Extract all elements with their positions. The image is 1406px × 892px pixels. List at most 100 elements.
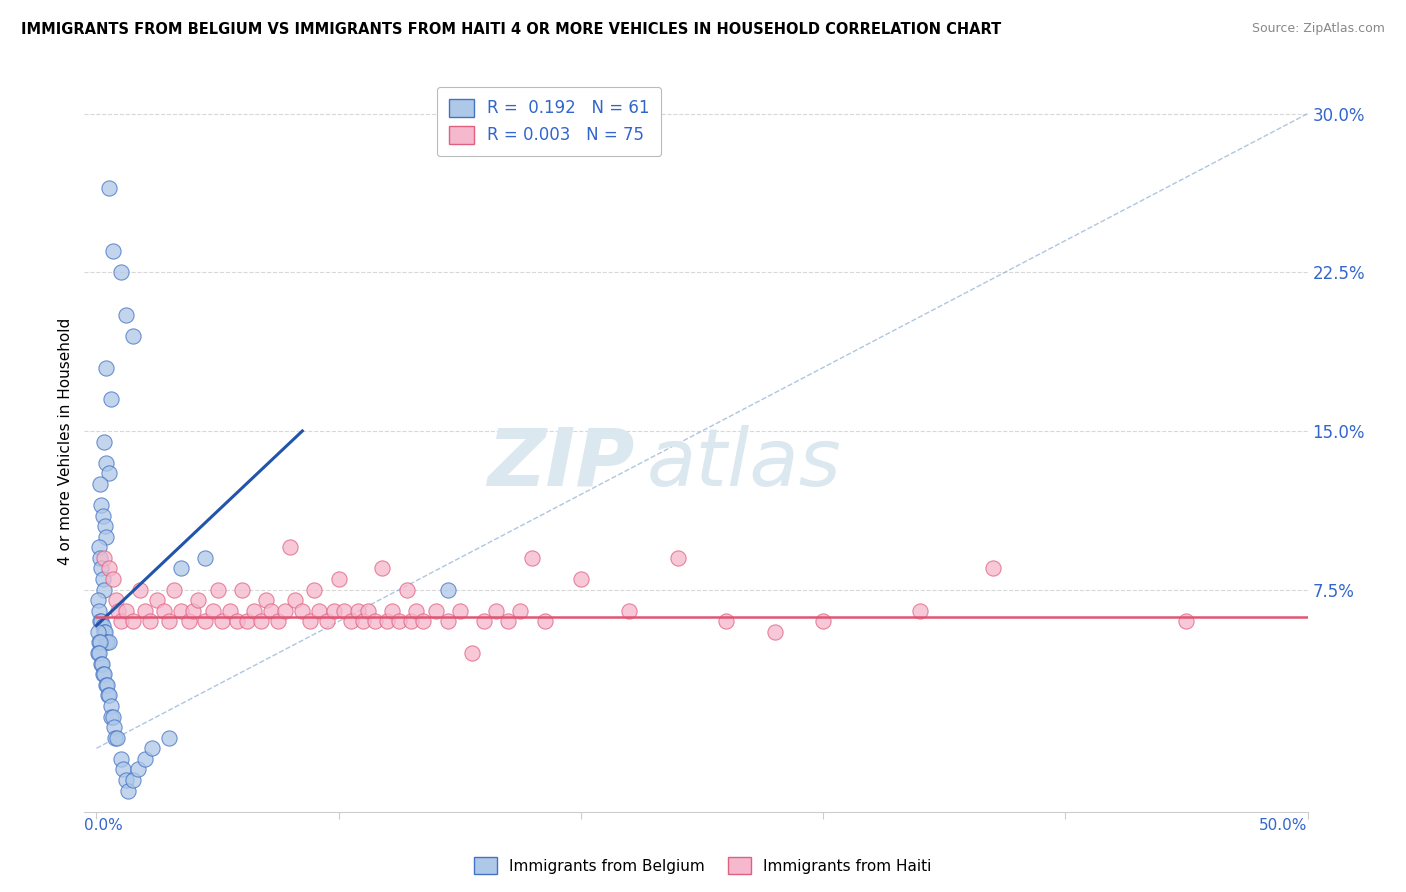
- Point: [90, 498, 112, 512]
- Point: [89, 615, 111, 629]
- Point: [569, 572, 592, 586]
- Point: [89, 550, 111, 565]
- Point: [114, 604, 136, 618]
- Point: [533, 615, 555, 629]
- Point: [315, 615, 337, 629]
- Point: [87, 635, 110, 649]
- Point: [291, 604, 314, 618]
- Point: [86, 593, 108, 607]
- Point: [98, 689, 121, 703]
- Point: [177, 615, 200, 629]
- Point: [347, 604, 370, 618]
- Point: [87, 604, 110, 618]
- Point: [97, 180, 120, 194]
- Point: [388, 615, 411, 629]
- Point: [121, 772, 143, 787]
- Point: [371, 561, 394, 575]
- Point: [93, 434, 115, 449]
- Point: [117, 783, 139, 797]
- Point: [96, 456, 118, 470]
- Text: 0.0%: 0.0%: [84, 818, 124, 833]
- Point: [94, 519, 117, 533]
- Point: [104, 593, 127, 607]
- Point: [357, 604, 380, 618]
- Point: [96, 635, 118, 649]
- Point: [94, 678, 117, 692]
- Point: [134, 604, 156, 618]
- Point: [90, 561, 112, 575]
- Point: [134, 752, 156, 766]
- Point: [170, 561, 193, 575]
- Point: [94, 624, 117, 639]
- Point: [278, 541, 301, 555]
- Point: [104, 731, 127, 745]
- Point: [211, 615, 233, 629]
- Point: [235, 615, 257, 629]
- Point: [405, 604, 427, 618]
- Point: [243, 604, 266, 618]
- Point: [763, 624, 786, 639]
- Point: [110, 752, 132, 766]
- Point: [260, 604, 283, 618]
- Point: [395, 582, 418, 597]
- Point: [97, 689, 120, 703]
- Point: [226, 615, 249, 629]
- Point: [716, 615, 738, 629]
- Point: [218, 604, 240, 618]
- Point: [472, 615, 495, 629]
- Point: [981, 561, 1004, 575]
- Point: [90, 615, 112, 629]
- Point: [619, 604, 641, 618]
- Text: atlas: atlas: [647, 425, 842, 503]
- Point: [207, 582, 229, 597]
- Point: [284, 593, 307, 607]
- Point: [91, 572, 114, 586]
- Point: [89, 646, 111, 660]
- Point: [100, 392, 122, 407]
- Point: [436, 615, 458, 629]
- Point: [114, 772, 136, 787]
- Point: [139, 615, 162, 629]
- Point: [298, 615, 321, 629]
- Point: [89, 476, 111, 491]
- Point: [425, 604, 447, 618]
- Point: [141, 741, 163, 756]
- Point: [340, 615, 363, 629]
- Point: [96, 530, 118, 544]
- Point: [121, 328, 143, 343]
- Point: [496, 615, 519, 629]
- Point: [100, 698, 122, 713]
- Point: [114, 308, 136, 322]
- Y-axis label: 4 or more Vehicles in Household: 4 or more Vehicles in Household: [58, 318, 73, 566]
- Text: Source: ZipAtlas.com: Source: ZipAtlas.com: [1251, 22, 1385, 36]
- Point: [666, 550, 689, 565]
- Point: [183, 604, 205, 618]
- Point: [449, 604, 471, 618]
- Point: [328, 572, 350, 586]
- Point: [401, 615, 423, 629]
- Point: [96, 678, 118, 692]
- Point: [93, 550, 115, 565]
- Point: [87, 646, 110, 660]
- Point: [522, 550, 544, 565]
- Point: [89, 635, 111, 649]
- Point: [509, 604, 531, 618]
- Point: [811, 615, 834, 629]
- Point: [105, 731, 128, 745]
- Point: [146, 593, 169, 607]
- Point: [308, 604, 330, 618]
- Point: [250, 615, 273, 629]
- Point: [127, 763, 149, 777]
- Point: [231, 582, 253, 597]
- Point: [201, 604, 224, 618]
- Point: [93, 582, 115, 597]
- Point: [103, 720, 125, 734]
- Point: [194, 615, 217, 629]
- Point: [101, 709, 124, 723]
- Point: [163, 582, 186, 597]
- Legend: R =  0.192   N = 61, R = 0.003   N = 75: R = 0.192 N = 61, R = 0.003 N = 75: [437, 87, 661, 156]
- Point: [352, 615, 374, 629]
- Point: [332, 604, 354, 618]
- Point: [375, 615, 398, 629]
- Point: [157, 731, 180, 745]
